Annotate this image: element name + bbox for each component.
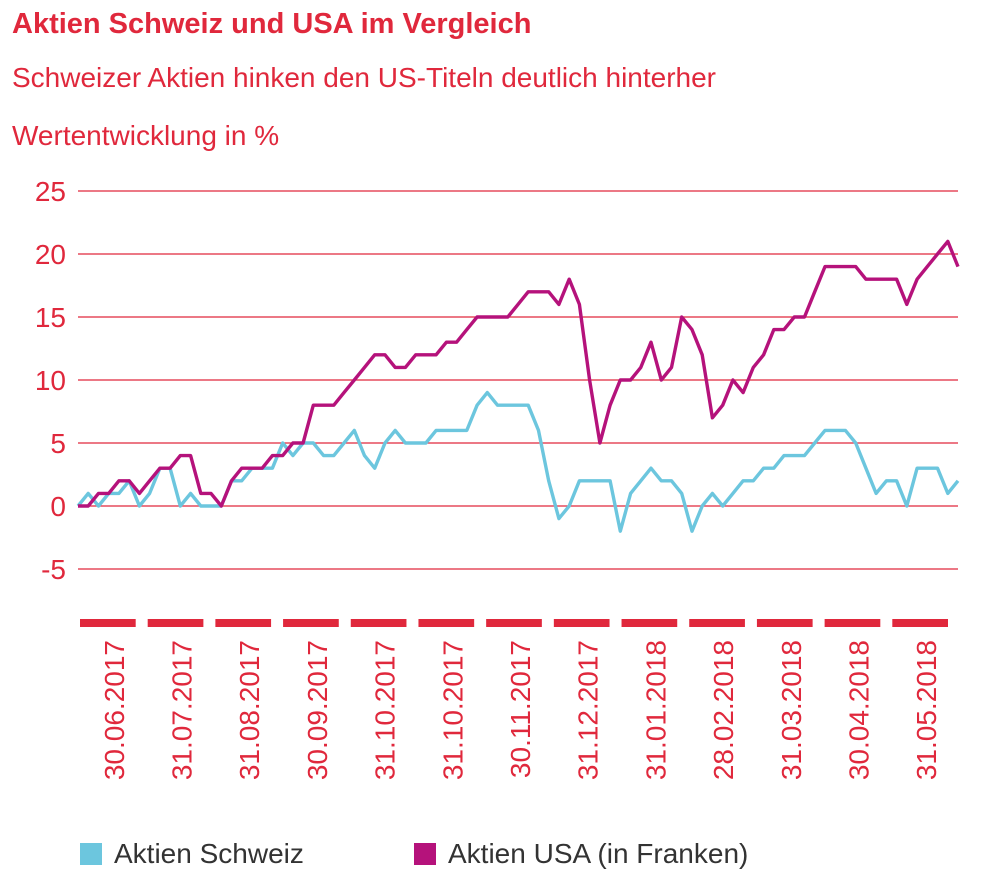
x-axis-dashes	[80, 619, 948, 627]
x-axis-dash	[486, 619, 542, 627]
x-axis-dash	[147, 619, 204, 627]
x-tick-label: 31.10.2017	[370, 640, 401, 780]
x-tick-label: 30.06.2017	[99, 640, 130, 780]
chart-title: Aktien Schweiz und USA im Vergleich	[12, 8, 532, 40]
x-tick-label: 30.04.2018	[843, 640, 874, 780]
y-tick-label: 5	[50, 428, 66, 459]
x-tick-label: 30.11.2017	[505, 640, 536, 778]
x-axis-dash	[553, 619, 610, 627]
x-tick-label: 31.05.2018	[911, 640, 942, 780]
y-tick-label: 0	[50, 491, 66, 522]
x-axis-dash	[283, 619, 339, 627]
x-tick-label: 31.12.2017	[573, 640, 604, 780]
x-axis-dash	[756, 619, 813, 627]
x-tick-label: 31.07.2017	[167, 640, 198, 780]
y-axis-label: Wertentwicklung in %	[12, 120, 280, 151]
series-line-usa	[78, 239, 960, 508]
x-tick-labels: 30.06.2017 31.07.2017 31.08.2017 30.09.2017…	[99, 640, 942, 780]
legend-item-usa: Aktien USA (in Franken)	[414, 838, 748, 870]
y-tick-labels: 25 20 15 10 5 0 -5	[35, 176, 66, 585]
y-tick-label: -5	[41, 554, 66, 585]
legend-label-schweiz: Aktien Schweiz	[114, 838, 304, 869]
x-tick-label: 30.09.2017	[302, 640, 333, 780]
series-lines	[76, 239, 960, 533]
x-axis-dash	[689, 619, 745, 627]
x-axis-dash	[418, 619, 475, 627]
y-tick-label: 15	[35, 302, 66, 333]
legend-label-usa: Aktien USA (in Franken)	[448, 838, 749, 869]
series-line-schweiz	[76, 390, 960, 533]
x-axis-dash	[215, 619, 272, 627]
x-axis-dash	[80, 619, 136, 627]
y-tick-label: 10	[35, 365, 66, 396]
x-axis-dash	[824, 619, 881, 627]
y-tick-label: 25	[35, 176, 66, 207]
x-axis-dash	[892, 619, 948, 627]
x-tick-label: 28.02.2018	[708, 640, 739, 780]
x-tick-label: 31.10.2017	[437, 640, 468, 780]
grid-lines	[78, 190, 958, 570]
chart-subtitle: Schweizer Aktien hinken den US-Titeln de…	[12, 62, 717, 93]
line-chart: 25 20 15 10 5 0 -5 30.06.2017 31.07.2017 31.08.2…	[35, 176, 960, 780]
x-tick-label: 31.03.2018	[776, 640, 807, 780]
legend-swatch-schweiz	[80, 843, 102, 865]
x-tick-label: 31.01.2018	[640, 640, 671, 780]
x-tick-label: 31.08.2017	[234, 640, 265, 780]
x-axis-dash	[350, 619, 407, 627]
legend-swatch-usa	[414, 843, 436, 865]
legend-item-schweiz: Aktien Schweiz	[80, 838, 304, 870]
x-axis-dash	[621, 619, 678, 627]
y-tick-label: 20	[35, 239, 66, 270]
